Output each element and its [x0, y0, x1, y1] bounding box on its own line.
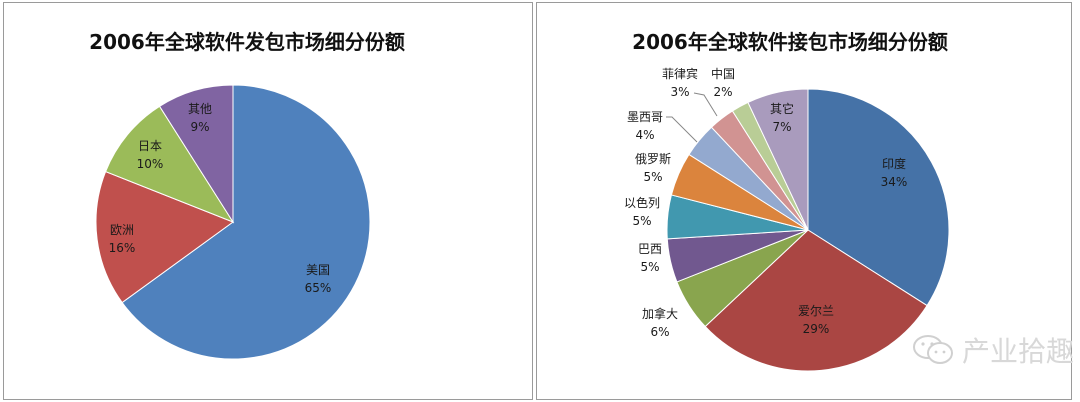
watermark: 产业拾趣: [912, 330, 1074, 370]
slice-label: 美国: [306, 263, 330, 277]
wechat-icon: [913, 335, 953, 364]
slice-value-label: 5%: [643, 170, 662, 184]
slice-value-label: 29%: [803, 322, 830, 336]
pie-slice-0-0: [121, 84, 371, 360]
slice-value-label: 5%: [632, 214, 651, 228]
watermark-text: 产业拾趣: [962, 335, 1075, 368]
slice-label: 印度: [882, 156, 906, 171]
slice-label: 爱尔兰: [798, 303, 834, 318]
chart-title-right: 2006年全球软件接包市场细分份额: [632, 30, 948, 54]
slice-label: 日本: [138, 139, 162, 153]
slice-value-label: 65%: [305, 281, 332, 295]
slice-value-label: 16%: [109, 241, 136, 255]
slice-value-label: 6%: [650, 325, 669, 339]
slice-label: 俄罗斯: [635, 152, 671, 166]
slice-label: 加拿大: [642, 306, 678, 321]
pie-slice-0-2: [104, 105, 235, 224]
slice-value-label: 34%: [881, 175, 908, 189]
slice-label: 欧洲: [110, 223, 134, 237]
leader-line: [693, 92, 718, 117]
slice-label: 巴西: [638, 242, 662, 256]
slice-label: 其他: [188, 102, 212, 116]
slice-label: 墨西哥: [627, 110, 663, 124]
slice-value-label: 3%: [670, 85, 689, 99]
pie-slice-0-1: [95, 170, 235, 304]
pie-slice-1-9: [747, 88, 809, 231]
pie-slice-0-3: [158, 84, 234, 224]
slice-label: 以色列: [624, 196, 660, 210]
leader-line: [666, 116, 698, 143]
slice-value-label: 9%: [190, 120, 209, 134]
slice-label: 菲律宾: [662, 66, 698, 81]
pie-slice-1-0: [807, 88, 950, 307]
slice-value-label: 4%: [635, 128, 654, 142]
pie-slice-1-1: [704, 229, 928, 372]
slice-value-label: 10%: [137, 157, 164, 171]
slice-value-label: 7%: [772, 120, 791, 134]
slice-label: 中国: [711, 66, 735, 81]
chart-title-left: 2006年全球软件发包市场细分份额: [89, 30, 405, 54]
slice-value-label: 2%: [713, 85, 732, 99]
slice-label: 其它: [770, 101, 794, 116]
slice-value-label: 5%: [640, 260, 659, 274]
